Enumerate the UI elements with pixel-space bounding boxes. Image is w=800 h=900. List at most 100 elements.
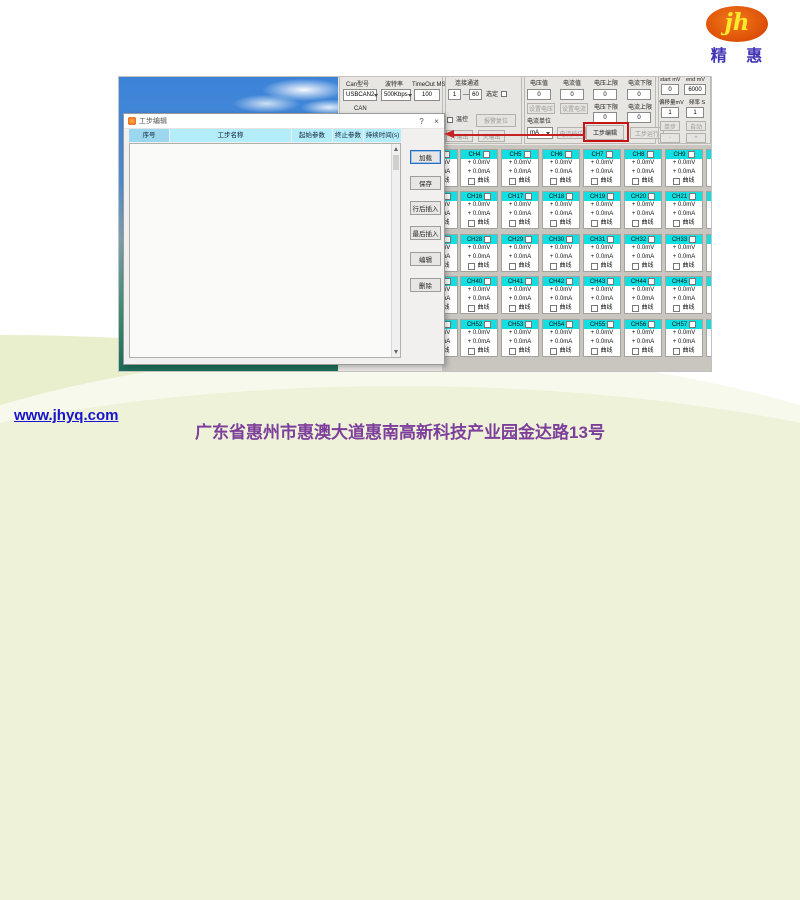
step-run-button[interactable]: 工步运行 [630, 127, 664, 139]
curve-checkbox[interactable] [673, 305, 681, 312]
channel-checkbox[interactable] [484, 278, 492, 285]
channel-checkbox[interactable] [687, 151, 695, 158]
curve-checkbox[interactable] [550, 348, 558, 355]
channel-checkbox[interactable] [605, 151, 613, 158]
alarm-reset-button[interactable]: 报警复位 [476, 114, 516, 127]
curve-checkbox[interactable] [468, 305, 476, 312]
channel-checkbox[interactable] [484, 236, 492, 243]
channel-checkbox[interactable] [689, 236, 697, 243]
channel-checkbox[interactable] [566, 236, 574, 243]
channel-checkbox[interactable] [607, 278, 615, 285]
curve-checkbox[interactable] [673, 220, 681, 227]
step-edit-button[interactable]: 工步编辑 [586, 125, 624, 140]
channel-checkbox[interactable] [444, 151, 450, 158]
curve-checkbox[interactable] [591, 348, 599, 355]
channel-checkbox[interactable] [648, 321, 656, 328]
channel-to-input[interactable]: 60 [469, 89, 482, 100]
dialog-button-4[interactable]: 最后插入 [410, 226, 441, 240]
channel-checkbox[interactable] [648, 193, 656, 200]
channel-checkbox[interactable] [484, 193, 492, 200]
website-url[interactable]: www.jhyq.com [14, 407, 119, 424]
curve-checkbox[interactable] [673, 348, 681, 355]
scroll-down-icon[interactable] [394, 350, 398, 354]
curve-checkbox[interactable] [550, 178, 558, 185]
channel-checkbox[interactable] [444, 236, 452, 243]
baud-rate-select[interactable]: 500Kbps [381, 89, 412, 101]
channel-checkbox[interactable] [444, 193, 452, 200]
channel-checkbox[interactable] [566, 321, 574, 328]
single-step-button[interactable]: 单步 [660, 121, 680, 131]
current-lower-input[interactable]: 0 [627, 89, 651, 100]
channel-checkbox[interactable] [689, 193, 697, 200]
curve-checkbox[interactable] [468, 178, 476, 185]
curve-checkbox[interactable] [673, 263, 681, 270]
channel-checkbox[interactable] [525, 278, 533, 285]
scrollbar[interactable] [391, 144, 400, 357]
temp-control-checkbox[interactable] [447, 117, 453, 123]
timeout-input[interactable]: 100 [414, 89, 440, 101]
channel-checkbox[interactable] [444, 278, 452, 285]
dialog-button-2[interactable]: 保存 [410, 176, 441, 190]
voltage-upper-input[interactable]: 0 [593, 89, 617, 100]
dialog-close-button[interactable]: × [434, 116, 439, 126]
curve-checkbox[interactable] [632, 348, 640, 355]
curve-checkbox[interactable] [468, 263, 476, 270]
channel-checkbox[interactable] [484, 321, 492, 328]
auto-button[interactable]: 自动 [686, 121, 706, 131]
output-off-button[interactable]: 关输出 [478, 130, 505, 142]
channel-checkbox[interactable] [525, 321, 533, 328]
curve-checkbox[interactable] [550, 263, 558, 270]
curve-checkbox[interactable] [673, 178, 681, 185]
curve-checkbox[interactable] [632, 305, 640, 312]
channel-checkbox[interactable] [566, 193, 574, 200]
start-mv-input[interactable]: 0 [661, 84, 679, 95]
offset-input[interactable]: 1 [661, 107, 679, 118]
channel-checkbox[interactable] [646, 151, 654, 158]
channel-checkbox[interactable] [482, 151, 490, 158]
current-range-button[interactable]: 电流档位 [557, 127, 586, 139]
current-upper-input[interactable]: 0 [627, 112, 651, 123]
curve-checkbox[interactable] [550, 305, 558, 312]
curve-checkbox[interactable] [591, 220, 599, 227]
curve-checkbox[interactable] [632, 220, 640, 227]
curve-checkbox[interactable] [591, 263, 599, 270]
curve-checkbox[interactable] [509, 263, 517, 270]
end-mv-input[interactable]: 6000 [684, 84, 706, 95]
set-current-button[interactable]: 设置电流 [560, 103, 588, 114]
curve-checkbox[interactable] [509, 178, 517, 185]
channel-checkbox[interactable] [607, 236, 615, 243]
channel-checkbox[interactable] [689, 278, 697, 285]
channel-checkbox[interactable] [648, 278, 656, 285]
dialog-button-5[interactable]: 编辑 [410, 252, 441, 266]
channel-checkbox[interactable] [566, 278, 574, 285]
channel-checkbox[interactable] [564, 151, 572, 158]
channel-checkbox[interactable] [523, 151, 531, 158]
channel-checkbox[interactable] [444, 321, 452, 328]
voltage-input[interactable]: 0 [527, 89, 551, 100]
minus-button[interactable]: - [660, 133, 680, 143]
channel-checkbox[interactable] [525, 236, 533, 243]
plus-button[interactable]: + [686, 133, 706, 143]
current-input[interactable]: 0 [560, 89, 584, 100]
curve-checkbox[interactable] [550, 220, 558, 227]
scroll-up-icon[interactable] [394, 147, 398, 151]
curve-checkbox[interactable] [509, 305, 517, 312]
dialog-button-3[interactable]: 行后插入 [410, 201, 441, 215]
curve-checkbox[interactable] [509, 348, 517, 355]
step-list-area[interactable] [129, 143, 401, 358]
freq-input[interactable]: 1 [686, 107, 704, 118]
channel-checkbox[interactable] [648, 236, 656, 243]
scrollbar-thumb[interactable] [393, 155, 399, 170]
select-all-checkbox[interactable] [501, 91, 507, 97]
curve-checkbox[interactable] [591, 305, 599, 312]
dialog-help-button[interactable]: ? [419, 116, 424, 126]
curve-checkbox[interactable] [468, 348, 476, 355]
current-unit-select[interactable]: mA [527, 127, 553, 139]
curve-checkbox[interactable] [591, 178, 599, 185]
channel-checkbox[interactable] [689, 321, 697, 328]
set-voltage-button[interactable]: 设置电压 [527, 103, 555, 114]
curve-checkbox[interactable] [468, 220, 476, 227]
dialog-button-6[interactable]: 删除 [410, 278, 441, 292]
dialog-titlebar[interactable]: 工步编辑 ? × [124, 114, 444, 129]
curve-checkbox[interactable] [509, 220, 517, 227]
